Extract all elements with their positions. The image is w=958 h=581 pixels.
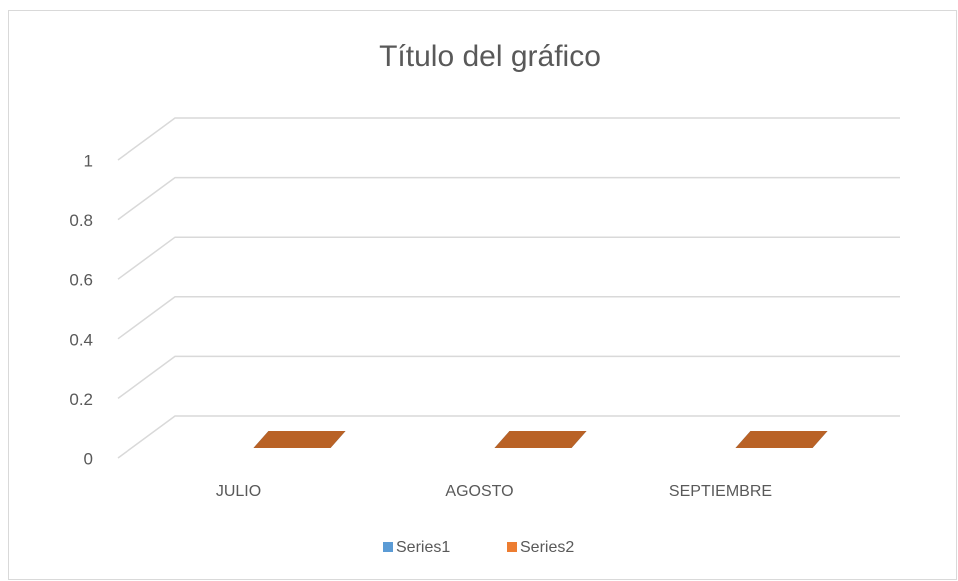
legend-swatch	[383, 542, 393, 552]
legend-swatch	[507, 542, 517, 552]
y-tick-label: 0.2	[69, 390, 93, 409]
legend-label: Series1	[396, 539, 450, 556]
bar-face	[735, 431, 828, 448]
bar-face	[253, 431, 346, 448]
grid-line	[117, 355, 900, 400]
y-tick-label: 1	[84, 151, 93, 170]
x-tick-label: JULIO	[216, 483, 261, 500]
y-tick-label: 0	[84, 449, 93, 468]
legend-label: Series2	[520, 539, 574, 556]
grid-line	[117, 117, 900, 161]
grid-line	[117, 176, 900, 221]
y-tick-label: 0.4	[69, 330, 93, 349]
y-tick-label: 0.8	[69, 211, 93, 230]
grid-line	[117, 415, 900, 459]
bar	[735, 431, 828, 448]
grid-line	[117, 296, 900, 340]
grid-line	[117, 236, 900, 280]
bar	[253, 431, 346, 448]
chart-frame	[8, 10, 957, 580]
bar-face	[494, 431, 587, 448]
x-tick-label: SEPTIEMBRE	[669, 483, 772, 500]
x-tick-label: AGOSTO	[445, 483, 513, 500]
bar	[494, 431, 587, 448]
y-tick-label: 0.6	[69, 271, 93, 290]
chart-title: Título del gráfico	[379, 40, 601, 73]
